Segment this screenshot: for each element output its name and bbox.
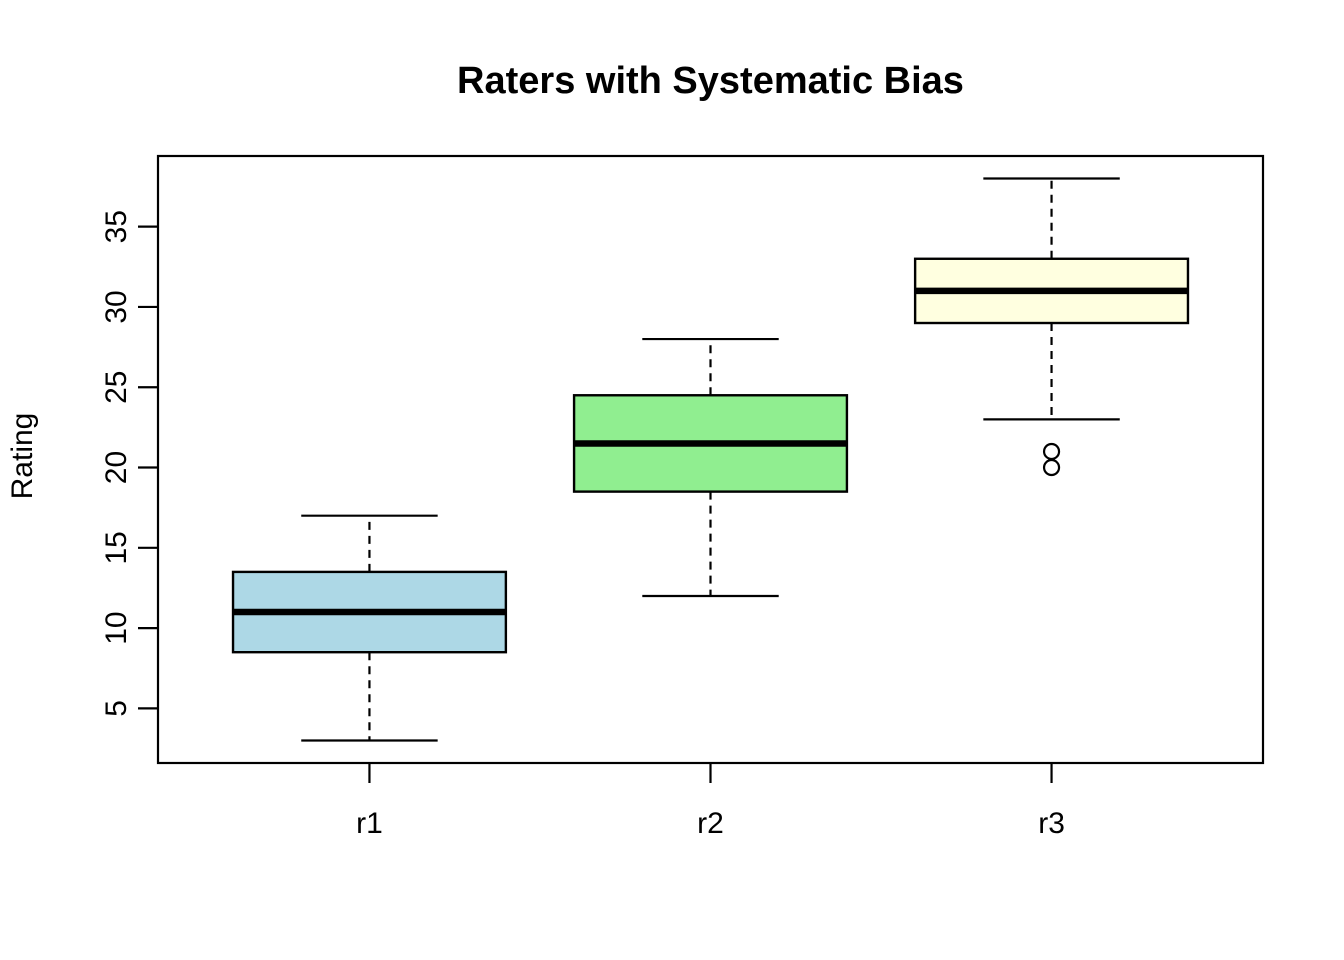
x-category-label: r3	[1038, 807, 1065, 840]
y-tick-label: 35	[100, 210, 133, 243]
y-tick-label: 10	[100, 611, 133, 644]
outlier-point	[1042, 442, 1061, 461]
x-category-label: r1	[356, 807, 383, 840]
y-tick-label: 25	[100, 371, 133, 404]
y-tick-label: 5	[100, 700, 133, 717]
y-tick-label: 30	[100, 290, 133, 323]
outlier-point	[1042, 458, 1061, 477]
y-tick-label: 15	[100, 531, 133, 564]
y-tick-label: 20	[100, 451, 133, 484]
x-category-label: r2	[697, 807, 724, 840]
chart-title: Raters with Systematic Bias	[457, 60, 964, 102]
